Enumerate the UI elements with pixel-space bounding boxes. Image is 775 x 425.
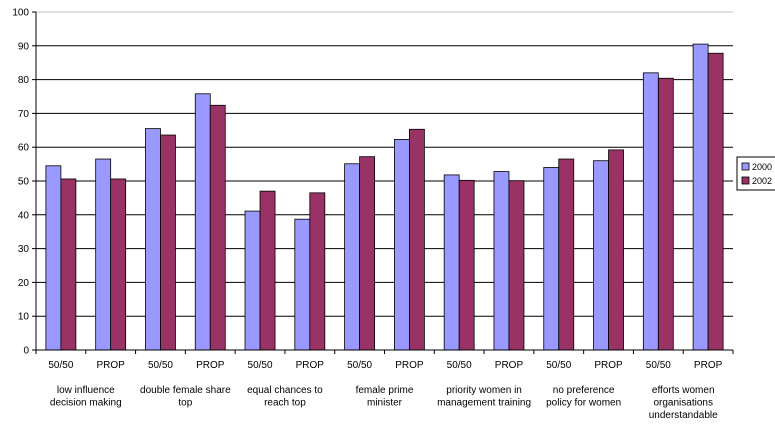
bar-2002 [558,158,575,351]
bars [45,43,724,351]
bar-2002 [110,178,127,351]
x-category-label: PROP [594,360,623,371]
y-tick-label: 70 [18,109,30,120]
y-tick-label: 10 [18,312,30,323]
bar-2002 [608,149,624,351]
x-category-label: 50/50 [447,360,472,371]
bar-2000 [543,167,560,351]
bar-2002 [309,192,326,351]
bar-2002 [657,77,674,351]
x-category-label: 50/50 [347,360,372,371]
x-group-label: female prime minister [356,385,414,409]
bar-2002 [209,104,226,351]
x-category-label: PROP [97,360,126,371]
bar-2000 [393,139,410,351]
y-tick-label: 80 [18,75,30,86]
legend-swatch-2002 [741,176,750,185]
bar-2000 [145,128,161,351]
y-tick-label: 50 [18,177,30,188]
y-tick-label: 0 [23,346,29,357]
x-axis: 50/50 PROP 50/50 PROP 50/50 PROP 50/50 PROP 50/5… [35,349,734,421]
legend: 2000 2002 [736,156,775,191]
x-category-label: PROP [694,360,723,371]
legend-box [736,156,775,191]
y-tick-label: 20 [18,278,30,289]
bar-2000 [593,160,609,351]
bar-2002 [160,134,176,351]
bar-2002 [60,178,77,351]
y-tick-label: 40 [18,210,30,221]
x-category-label: 50/50 [546,360,571,371]
bar-2000 [642,72,659,351]
legend-label: 2000 [752,162,772,172]
bar-2000 [692,43,709,351]
bar-2000 [95,158,112,351]
legend-label: 2002 [752,176,772,186]
x-category-label: 50/50 [646,360,671,371]
x-group-label: low influence decision making [50,385,122,409]
bar-2002 [508,180,525,351]
x-category-label: 50/50 [148,360,173,371]
x-group-label: efforts women organisations understandable [649,385,718,421]
gridlines [36,11,733,317]
x-group-label: equal chances to reach top [247,385,323,409]
bar-2000 [194,93,211,351]
bar-2000 [344,163,361,351]
bar-2000 [294,218,311,351]
x-category-label: PROP [196,360,225,371]
x-category-label: PROP [395,360,424,371]
x-group-label: double female share top [140,385,231,409]
y-tick-label: 30 [18,244,30,255]
bar-2000 [443,174,460,351]
x-category-label: PROP [296,360,325,371]
y-tick-label: 100 [12,8,29,19]
x-group-label: priority women in management training [437,385,531,409]
bar-2002 [408,128,425,351]
y-tick-label: 60 [18,143,30,154]
x-category-label: 50/50 [48,360,73,371]
bar-2002 [359,156,376,351]
bar-2002 [707,52,724,351]
bar-2000 [45,165,62,351]
bar-2000 [244,210,261,351]
x-category-label: PROP [495,360,524,371]
x-category-label: 50/50 [248,360,273,371]
x-group-label: no preference policy for women [546,385,621,409]
bar-2002 [458,179,475,351]
legend-swatch-2000 [741,162,750,171]
bar-2000 [493,171,510,351]
y-axis: 0 10 20 30 40 50 60 70 80 90 100 [12,8,37,357]
y-tick-label: 90 [18,41,30,52]
bar-2002 [259,190,276,351]
